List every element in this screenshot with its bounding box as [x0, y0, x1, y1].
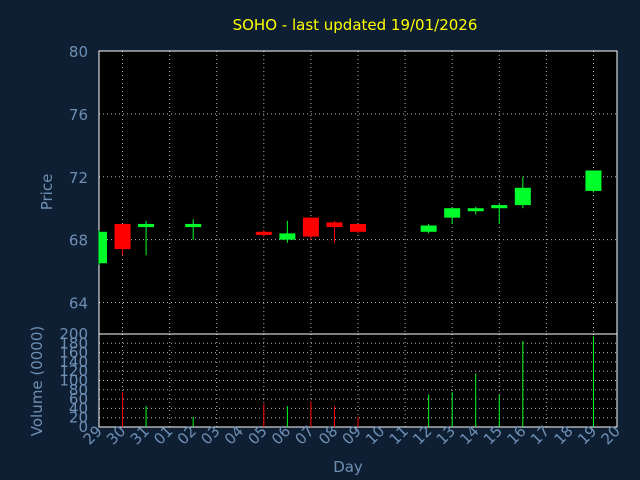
candle-body [585, 170, 602, 191]
volume-tick-label: 20 [69, 409, 88, 427]
volume-tick-label: 80 [69, 381, 88, 399]
candle-body [99, 231, 107, 264]
volume-tick-label: 100 [59, 372, 88, 390]
volume-tick-label: 200 [59, 325, 88, 343]
candle-body [185, 223, 202, 228]
candle-body [514, 187, 531, 206]
volume-tick-label: 140 [59, 353, 88, 371]
chart-title: SOHO - last updated 19/01/2026 [233, 16, 478, 34]
x-axis-label: Day [333, 458, 363, 476]
price-tick-label: 64 [69, 295, 88, 313]
price-tick-labels: 64 68 72 76 80 [69, 43, 88, 313]
candle-body [302, 217, 319, 237]
price-tick-label: 68 [69, 232, 88, 250]
volume-panel [98, 333, 618, 428]
candle-body [420, 225, 437, 232]
volume-tick-label: 180 [59, 334, 88, 352]
candle-body [114, 223, 131, 250]
volume-tick-label: 160 [59, 344, 88, 362]
candle-body [255, 231, 272, 235]
candle-body [444, 208, 461, 218]
candle-body [350, 223, 366, 232]
volume-tick-label: 120 [59, 362, 88, 380]
candle-body [491, 205, 508, 209]
volume-tick-label: 0 [78, 418, 88, 436]
price-tick-label: 72 [69, 169, 88, 187]
volume-axis-label: Volume (0000) [28, 326, 46, 436]
candle-body [467, 208, 484, 212]
volume-tick-label: 60 [69, 390, 88, 408]
price-tick-label: 80 [69, 43, 88, 61]
price-axis-label: Price [38, 174, 56, 211]
candle-body [326, 222, 343, 228]
candles-layer [98, 170, 602, 265]
candle-body [138, 223, 155, 228]
candle-body [279, 233, 296, 240]
price-tick-label: 76 [69, 106, 88, 124]
volume-tick-label: 40 [69, 399, 88, 417]
volume-bars-layer [122, 336, 594, 427]
x-tick-labels: 2930310102030405060708091011121314151617… [80, 422, 624, 448]
